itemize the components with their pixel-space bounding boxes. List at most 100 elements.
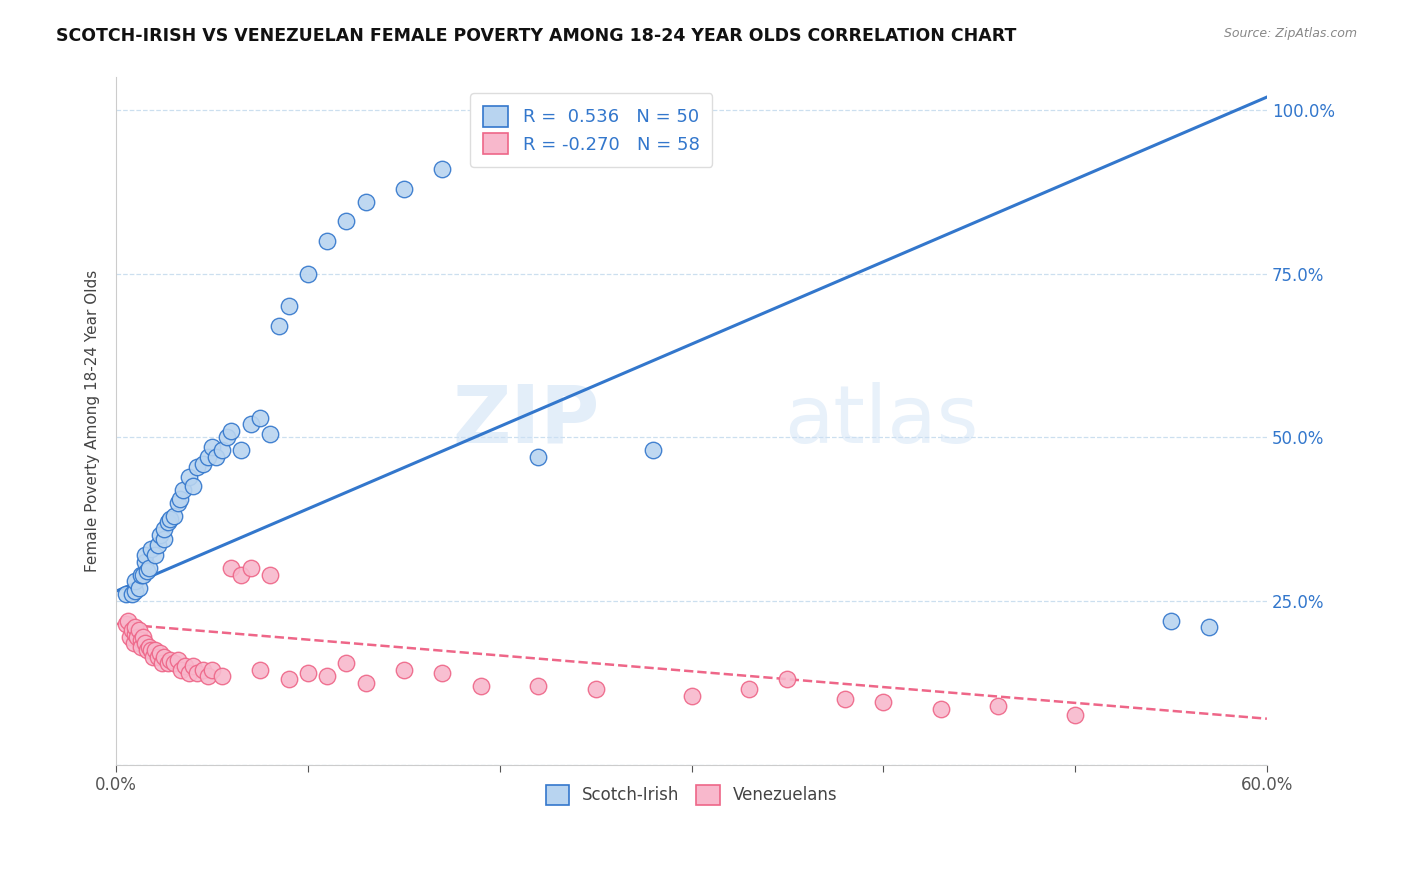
Point	[142, 649, 165, 664]
Point	[197, 450, 219, 464]
Point	[239, 561, 262, 575]
Point	[681, 689, 703, 703]
Point	[205, 450, 228, 464]
Point	[1160, 614, 1182, 628]
Text: Source: ZipAtlas.com: Source: ZipAtlas.com	[1223, 27, 1357, 40]
Text: ZIP: ZIP	[453, 382, 599, 460]
Point	[186, 665, 208, 680]
Point	[169, 492, 191, 507]
Point	[354, 675, 377, 690]
Point	[392, 663, 415, 677]
Point	[834, 692, 856, 706]
Point	[115, 616, 138, 631]
Point	[221, 424, 243, 438]
Point	[987, 698, 1010, 713]
Point	[316, 234, 339, 248]
Y-axis label: Female Poverty Among 18-24 Year Olds: Female Poverty Among 18-24 Year Olds	[86, 270, 100, 572]
Point	[527, 450, 550, 464]
Point	[121, 624, 143, 638]
Point	[157, 516, 180, 530]
Point	[392, 182, 415, 196]
Point	[118, 630, 141, 644]
Point	[229, 567, 252, 582]
Legend: Scotch-Irish, Venezuelans: Scotch-Irish, Venezuelans	[536, 775, 848, 814]
Point	[148, 649, 170, 664]
Point	[138, 640, 160, 654]
Point	[127, 630, 149, 644]
Point	[217, 430, 239, 444]
Point	[211, 669, 233, 683]
Point	[297, 267, 319, 281]
Point	[136, 565, 159, 579]
Point	[432, 162, 454, 177]
Point	[174, 659, 197, 673]
Point	[139, 541, 162, 556]
Point	[221, 561, 243, 575]
Point	[335, 214, 357, 228]
Point	[163, 656, 186, 670]
Point	[138, 561, 160, 575]
Point	[872, 695, 894, 709]
Point	[128, 624, 150, 638]
Point	[179, 469, 201, 483]
Point	[143, 548, 166, 562]
Point	[239, 417, 262, 432]
Point	[163, 508, 186, 523]
Point	[172, 483, 194, 497]
Point	[229, 443, 252, 458]
Point	[139, 643, 162, 657]
Point	[181, 659, 204, 673]
Point	[277, 300, 299, 314]
Point	[249, 410, 271, 425]
Point	[129, 640, 152, 654]
Point	[148, 538, 170, 552]
Point	[1064, 708, 1087, 723]
Text: SCOTCH-IRISH VS VENEZUELAN FEMALE POVERTY AMONG 18-24 YEAR OLDS CORRELATION CHAR: SCOTCH-IRISH VS VENEZUELAN FEMALE POVERT…	[56, 27, 1017, 45]
Point	[181, 479, 204, 493]
Point	[150, 656, 173, 670]
Point	[432, 665, 454, 680]
Point	[277, 673, 299, 687]
Point	[128, 581, 150, 595]
Point	[335, 656, 357, 670]
Point	[129, 633, 152, 648]
Point	[124, 620, 146, 634]
Point	[159, 653, 181, 667]
Point	[129, 567, 152, 582]
Point	[134, 636, 156, 650]
Text: atlas: atlas	[783, 382, 979, 460]
Point	[201, 663, 224, 677]
Point	[134, 548, 156, 562]
Point	[1198, 620, 1220, 634]
Point	[153, 532, 176, 546]
Point	[124, 584, 146, 599]
Point	[149, 646, 172, 660]
Point	[132, 567, 155, 582]
Point	[153, 649, 176, 664]
Point	[143, 643, 166, 657]
Point	[738, 682, 761, 697]
Point	[211, 443, 233, 458]
Point	[157, 656, 180, 670]
Point	[488, 149, 510, 163]
Point	[166, 496, 188, 510]
Point	[316, 669, 339, 683]
Point	[269, 319, 291, 334]
Point	[124, 626, 146, 640]
Point	[170, 663, 193, 677]
Point	[191, 457, 214, 471]
Point	[643, 443, 665, 458]
Point	[179, 665, 201, 680]
Point	[201, 440, 224, 454]
Point	[585, 682, 607, 697]
Point	[776, 673, 799, 687]
Point	[259, 427, 281, 442]
Point	[249, 663, 271, 677]
Point	[259, 567, 281, 582]
Point	[121, 587, 143, 601]
Point	[470, 679, 492, 693]
Point	[132, 630, 155, 644]
Point	[191, 663, 214, 677]
Point	[166, 653, 188, 667]
Point	[186, 459, 208, 474]
